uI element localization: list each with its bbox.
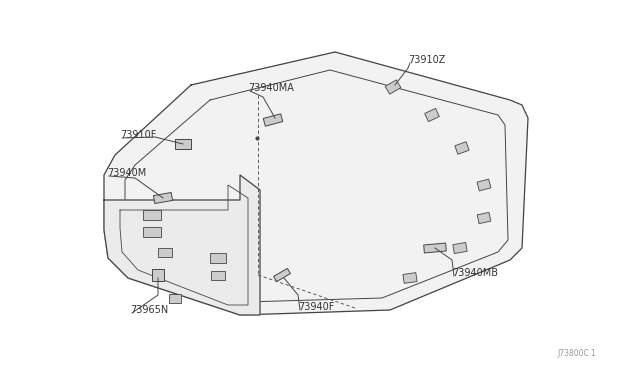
Text: 73910F: 73910F [120, 130, 156, 140]
Polygon shape [273, 269, 291, 282]
Text: 73940MB: 73940MB [452, 268, 498, 278]
Polygon shape [477, 179, 491, 191]
Polygon shape [425, 108, 439, 122]
Polygon shape [424, 243, 446, 253]
Polygon shape [455, 142, 469, 154]
Polygon shape [152, 269, 164, 281]
Polygon shape [143, 227, 161, 237]
Polygon shape [263, 114, 283, 126]
Polygon shape [158, 247, 172, 257]
Text: 73965N: 73965N [130, 305, 168, 315]
Polygon shape [403, 273, 417, 283]
Text: 73940M: 73940M [107, 168, 147, 178]
Polygon shape [104, 175, 260, 315]
Text: 73940F: 73940F [298, 302, 334, 312]
Polygon shape [175, 139, 191, 149]
Polygon shape [169, 294, 181, 302]
Text: 73910Z: 73910Z [408, 55, 445, 65]
Polygon shape [154, 192, 173, 203]
Text: 73940MA: 73940MA [248, 83, 294, 93]
Polygon shape [210, 253, 226, 263]
Polygon shape [385, 80, 401, 94]
Polygon shape [477, 212, 491, 224]
Polygon shape [211, 270, 225, 279]
Polygon shape [104, 52, 528, 315]
Text: J73800C 1: J73800C 1 [557, 349, 596, 358]
Polygon shape [453, 243, 467, 254]
Polygon shape [143, 210, 161, 220]
